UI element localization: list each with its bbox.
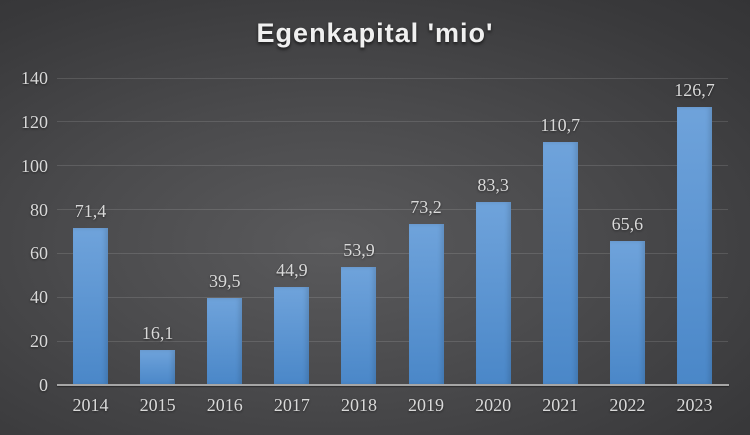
y-tick-label: 120	[21, 111, 48, 132]
bar-value-label: 83,3	[477, 175, 509, 196]
bar	[408, 224, 444, 385]
x-tick-label: 2019	[408, 395, 445, 415]
bar	[140, 349, 176, 385]
y-tick-label: 80	[30, 199, 48, 220]
bar	[676, 107, 712, 385]
x-tick-label: 2017	[273, 395, 310, 415]
bar-value-label: 110,7	[540, 115, 581, 136]
y-gridline	[57, 121, 728, 123]
bar-value-label: 73,2	[410, 197, 442, 218]
x-axis-line	[57, 384, 729, 386]
bar-value-label: 65,6	[611, 214, 644, 235]
x-tick-label: 2021	[542, 395, 579, 415]
y-gridline	[57, 209, 728, 211]
x-tick-label: 2023	[676, 395, 713, 415]
y-tick-label: 60	[30, 243, 48, 264]
bar	[73, 228, 109, 385]
bar-value-label: 44,9	[276, 259, 308, 280]
bar-value-label: 39,5	[209, 271, 241, 292]
x-tick-label: 2014	[72, 395, 109, 415]
x-tick-label: 2016	[206, 395, 243, 415]
x-tick-label: 2020	[475, 395, 512, 415]
y-gridline	[57, 296, 728, 298]
bar	[207, 298, 243, 385]
bar-value-label: 126,7	[674, 80, 715, 101]
y-tick-label: 0	[39, 375, 48, 395]
bar	[542, 142, 578, 385]
y-gridline	[57, 340, 728, 342]
x-tick-label: 2022	[609, 395, 646, 415]
y-tick-label: 100	[21, 155, 48, 176]
bar-value-label: 71,4	[74, 201, 107, 222]
x-tick-label: 2018	[340, 395, 377, 415]
y-tick-label: 40	[30, 287, 48, 308]
y-gridline	[57, 252, 728, 254]
bar	[341, 266, 377, 385]
y-tick-label: 20	[30, 331, 48, 352]
bar	[609, 241, 645, 385]
y-gridline	[57, 165, 728, 167]
bar-value-label: 16,1	[141, 322, 174, 343]
y-tick-label: 140	[21, 68, 48, 88]
y-gridline	[57, 77, 728, 79]
bar-value-label: 53,9	[343, 239, 375, 260]
x-tick-label: 2015	[139, 395, 176, 415]
chart-title: Egenkapital 'mio'	[256, 18, 494, 48]
bar	[475, 202, 511, 385]
bar	[274, 286, 310, 385]
